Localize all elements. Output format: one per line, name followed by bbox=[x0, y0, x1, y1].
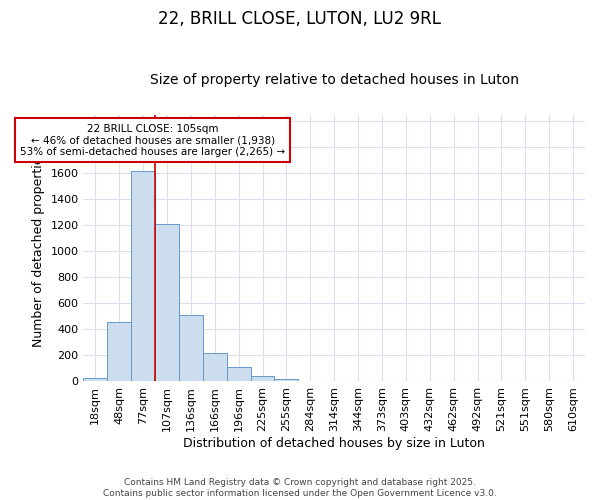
X-axis label: Distribution of detached houses by size in Luton: Distribution of detached houses by size … bbox=[183, 437, 485, 450]
Bar bbox=[155, 224, 179, 382]
Y-axis label: Number of detached properties: Number of detached properties bbox=[32, 150, 45, 346]
Text: Contains HM Land Registry data © Crown copyright and database right 2025.
Contai: Contains HM Land Registry data © Crown c… bbox=[103, 478, 497, 498]
Bar bbox=[83, 378, 107, 382]
Bar bbox=[131, 170, 155, 382]
Bar bbox=[227, 367, 251, 382]
Text: 22 BRILL CLOSE: 105sqm
← 46% of detached houses are smaller (1,938)
53% of semi-: 22 BRILL CLOSE: 105sqm ← 46% of detached… bbox=[20, 124, 285, 157]
Bar bbox=[251, 376, 274, 382]
Bar bbox=[107, 322, 131, 382]
Bar bbox=[203, 354, 227, 382]
Text: 22, BRILL CLOSE, LUTON, LU2 9RL: 22, BRILL CLOSE, LUTON, LU2 9RL bbox=[158, 10, 442, 28]
Bar bbox=[179, 315, 203, 382]
Bar bbox=[274, 379, 298, 382]
Title: Size of property relative to detached houses in Luton: Size of property relative to detached ho… bbox=[149, 73, 518, 87]
